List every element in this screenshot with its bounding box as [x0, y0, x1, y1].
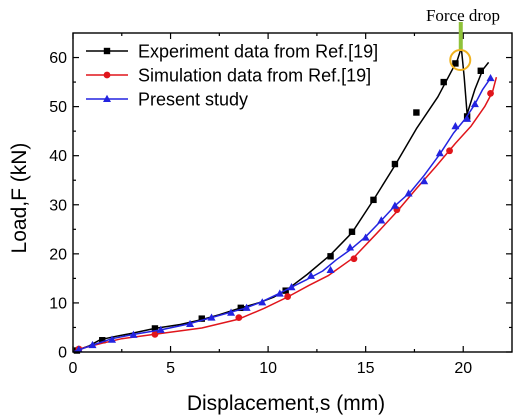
legend-marker-1 [103, 47, 111, 55]
x-tick-label-0: 0 [69, 360, 78, 377]
series-3-point-15 [346, 243, 355, 251]
y-tick-label-0: 0 [58, 345, 67, 362]
series-1-point-11 [413, 109, 420, 116]
series-3-point-12 [287, 283, 296, 291]
series-3-point-4 [129, 330, 138, 338]
series-3-point-8 [227, 308, 236, 316]
series-1-point-9 [370, 196, 377, 204]
plot-frame [72, 32, 513, 353]
legend-label-2: Simulation data from Ref.[19] [138, 66, 371, 86]
series-3-point-11 [275, 289, 284, 297]
series-2 [72, 77, 498, 353]
series-1-point-3 [151, 325, 159, 332]
series-3-point-17 [377, 216, 386, 224]
x-axis-title: Displacement,s (mm) [187, 392, 385, 415]
series-3-point-25 [486, 73, 495, 82]
y-tick-label-60: 60 [49, 50, 67, 67]
series-3-point-24 [470, 99, 479, 108]
x-tick-label-5: 5 [166, 360, 175, 377]
legend-label-1: Experiment data from Ref.[19] [138, 42, 378, 62]
y-tick-label-20: 20 [49, 246, 67, 263]
series-3-point-18 [390, 201, 399, 209]
plot-layer [72, 46, 498, 354]
x-tick-label-10: 10 [259, 360, 277, 377]
series-3-point-23 [463, 114, 472, 122]
series-2-point-7 [446, 147, 453, 155]
series-2-line [72, 77, 498, 353]
series-3-line [72, 77, 492, 353]
y-tick-label-50: 50 [49, 99, 67, 116]
annotation-label: Force drop [426, 6, 500, 25]
series-3-point-5 [156, 325, 165, 333]
series-3-point-22 [451, 122, 460, 130]
legend-entry-1: Experiment data from Ref.[19] [86, 42, 378, 62]
legend-entry-3: Present study [86, 90, 248, 110]
series-3 [72, 73, 495, 353]
series-3-point-9 [242, 303, 251, 311]
annotation-circle [449, 48, 472, 71]
series-3-point-16 [361, 233, 370, 241]
series-1-point-15 [477, 67, 484, 74]
series-3-point-20 [420, 177, 429, 185]
series-1 [72, 46, 490, 354]
series-2-point-8 [487, 89, 494, 97]
legend-entry-2: Simulation data from Ref.[19] [86, 66, 371, 86]
x-tick-label-15: 15 [357, 360, 375, 377]
series-1-line [72, 46, 490, 353]
axes: 0 5 10 15 20 0 10 20 30 40 50 60 [49, 32, 513, 377]
series-1-point-7 [327, 253, 334, 260]
y-tick-label-10: 10 [49, 295, 67, 312]
series-3-point-19 [404, 189, 413, 197]
y-tick-label-30: 30 [49, 197, 67, 214]
legend-marker-3 [103, 94, 111, 102]
series-3-point-2 [88, 340, 97, 349]
series-1-point-5 [237, 304, 244, 312]
y-tick-label-40: 40 [49, 148, 67, 165]
series-3-point-1 [74, 345, 83, 353]
series-1-point-2 [99, 337, 106, 344]
series-3-point-10 [258, 298, 267, 306]
series-1-point-4 [198, 315, 205, 322]
x-tick-label-20: 20 [454, 360, 472, 377]
legend-label-3: Present study [138, 90, 248, 110]
series-3-point-6 [186, 319, 195, 328]
series-3-point-7 [207, 313, 216, 321]
series-1-point-10 [391, 160, 399, 168]
series-2-point-2 [151, 330, 159, 338]
series-3-point-21 [435, 149, 444, 157]
series-1-point-8 [348, 228, 356, 235]
annotation: Force drop [426, 6, 500, 71]
series-2-point-3 [235, 314, 243, 322]
series-2-point-5 [350, 255, 358, 263]
series-3-point-14 [326, 265, 335, 274]
legend: Experiment data from Ref.[19] Simulation … [86, 42, 378, 110]
legend-marker-2 [103, 71, 111, 79]
series-3-point-3 [108, 335, 117, 343]
series-2-point-4 [284, 293, 292, 300]
series-3-point-13 [307, 271, 316, 279]
series-1-point-13 [452, 60, 459, 67]
series-1-point-12 [440, 78, 447, 86]
y-axis-title: Load,F (kN) [8, 143, 31, 254]
